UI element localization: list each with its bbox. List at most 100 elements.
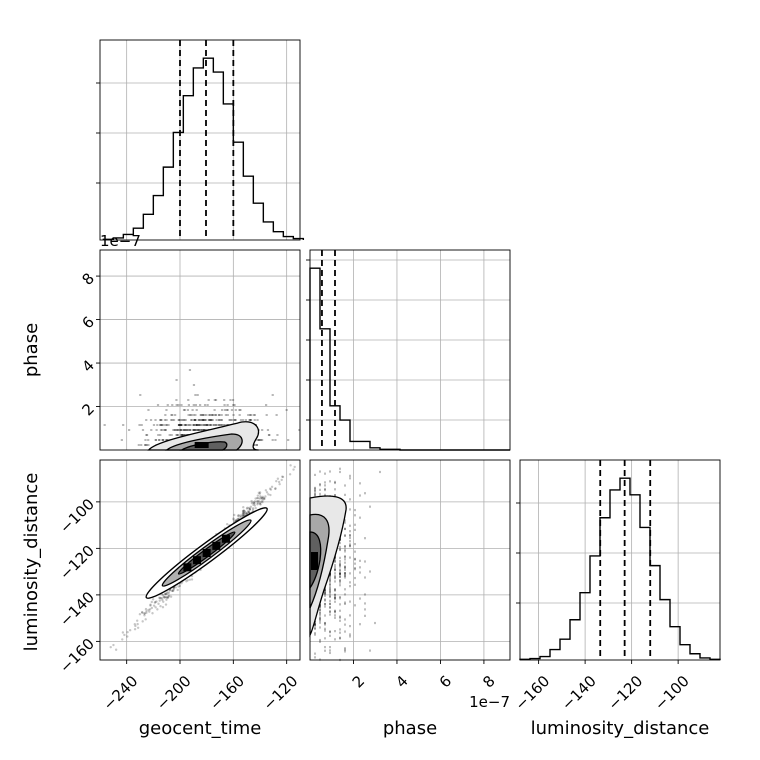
scatter-point [354, 567, 356, 570]
scatter-point [247, 510, 251, 514]
scatter-point [229, 419, 232, 421]
scatter-point [215, 424, 218, 426]
scatter-point [334, 568, 336, 572]
scatter-point [148, 610, 151, 613]
scatter-point [349, 543, 351, 546]
scatter-point [250, 499, 253, 503]
scatter-point [190, 414, 193, 416]
scatter-point [319, 619, 321, 622]
scatter-point [228, 419, 231, 421]
scatter-point [266, 429, 270, 431]
scatter-point [334, 480, 336, 484]
scatter-point [145, 444, 148, 446]
scatter-point [314, 623, 316, 626]
scatter-point [339, 562, 341, 565]
scatter-point [172, 589, 175, 593]
scatter-point [172, 419, 176, 421]
scatter-point [258, 497, 262, 500]
scatter-point [329, 602, 331, 606]
scatter-point [334, 564, 336, 567]
scatter-point [168, 434, 171, 436]
scatter-point [339, 597, 341, 600]
scatter-point [157, 439, 161, 441]
scatter-point [203, 429, 206, 431]
scatter-point [324, 472, 326, 475]
scatter-point [205, 424, 209, 426]
scatter-point [220, 419, 223, 421]
scatter-point [324, 598, 326, 601]
scatter-point [143, 444, 147, 446]
scatter-point [344, 493, 346, 496]
scatter-point [259, 439, 263, 441]
scatter-point [349, 545, 351, 548]
scatter-point [202, 424, 205, 426]
scatter-point [202, 429, 205, 431]
scatter-point [314, 624, 316, 627]
scatter-point [334, 600, 336, 603]
scatter-point [339, 565, 341, 568]
scatter-point [114, 648, 118, 651]
scatter-point [207, 399, 210, 401]
scatter-point [140, 424, 143, 426]
scatter-point [334, 560, 336, 563]
scatter-point [339, 631, 341, 634]
scatter-point [199, 429, 202, 431]
scatter-point [198, 424, 201, 426]
scatter-point [329, 470, 331, 473]
scatter-point [186, 409, 189, 411]
scatter-point [334, 629, 336, 633]
scatter-point [339, 628, 341, 631]
scatter-point [258, 502, 262, 506]
scatter-point [203, 404, 207, 406]
scatter-point [205, 424, 209, 426]
scatter-point [244, 511, 247, 514]
scatter-point [164, 424, 168, 426]
scatter-point [364, 576, 366, 579]
scatter-point [159, 604, 162, 608]
scatter-point [188, 578, 192, 581]
scatter-point [239, 515, 243, 519]
scatter-point [138, 424, 141, 426]
scatter-point [144, 607, 148, 611]
scatter-point [154, 606, 157, 609]
scatter-point [329, 579, 331, 582]
scatter-point [175, 434, 178, 436]
scatter-point [314, 633, 316, 636]
scatter-point [379, 470, 381, 474]
panel-luminosity-distance-hist [519, 459, 721, 661]
scatter-point [247, 511, 250, 514]
scatter-point [180, 424, 183, 426]
scatter-point [180, 419, 184, 421]
scatter-point [248, 508, 252, 511]
scatter-point [238, 515, 241, 518]
scatter-point [314, 494, 316, 497]
scatter-point [194, 404, 198, 406]
scatter-point [171, 589, 174, 593]
scatter-point [214, 414, 218, 416]
scatter-point [164, 429, 167, 431]
scatter-point [213, 424, 216, 426]
scatter-point [248, 419, 251, 421]
scatter-point [319, 638, 321, 642]
scatter-point [208, 414, 211, 416]
scatter-point [190, 578, 194, 581]
scatter-point [176, 429, 179, 431]
scatter-point [344, 527, 346, 530]
scatter-point [194, 419, 197, 421]
scatter-point [239, 409, 242, 411]
scatter-point [165, 598, 168, 601]
scatter-point [214, 424, 217, 426]
scatter-point [164, 595, 168, 599]
scatter-point [190, 419, 193, 421]
scatter-point [334, 610, 336, 613]
scatter-point [247, 414, 250, 416]
scatter-point [178, 419, 181, 421]
scatter-point [314, 627, 316, 630]
scatter-point [164, 603, 168, 606]
x-tick-label: −160 [206, 672, 248, 714]
scatter-point [187, 399, 190, 401]
scatter-point [176, 429, 179, 431]
scatter-point [236, 514, 240, 518]
scatter-point [339, 619, 341, 622]
scatter-point [196, 424, 199, 426]
